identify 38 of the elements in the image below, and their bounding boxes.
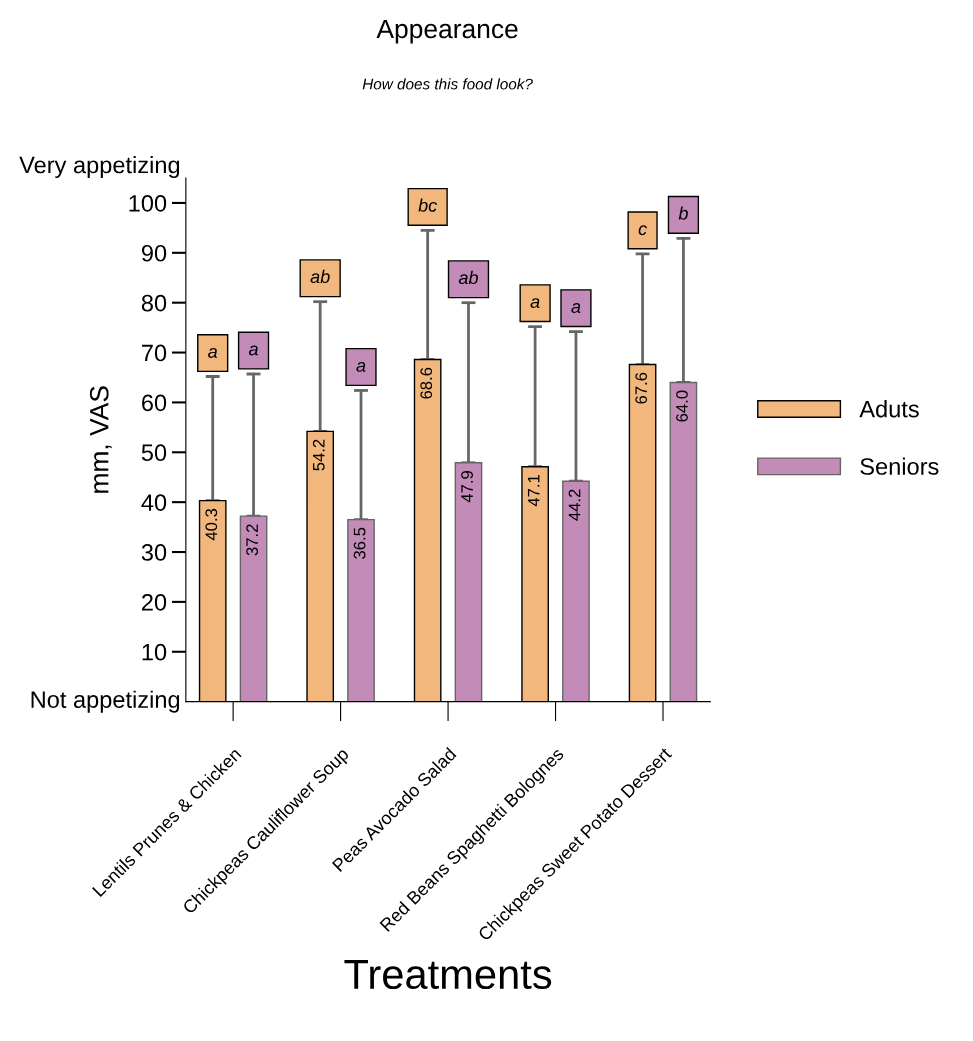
- y-tick-label: 20: [142, 593, 167, 611]
- y-tick-label: 80: [141, 294, 167, 312]
- data-label: 64.0: [676, 390, 688, 422]
- data-label: 68.6: [420, 367, 433, 399]
- annotation: b: [678, 206, 688, 220]
- annotation: a: [356, 361, 366, 372]
- data-label: 37.2: [246, 524, 259, 556]
- x-axis-title: Treatments: [344, 960, 552, 990]
- annotation: a: [208, 348, 218, 358]
- data-label: 40.3: [205, 508, 218, 541]
- annotation: ab: [458, 270, 478, 285]
- chart-subtitle: How does this food look?: [362, 78, 533, 90]
- data-label: 54.2: [312, 439, 325, 471]
- annotation: a: [248, 345, 258, 356]
- annotation: a: [571, 303, 581, 314]
- annotation: c: [638, 225, 647, 236]
- text: Very appetizing: [19, 156, 180, 179]
- data-label: 36.5: [353, 527, 366, 559]
- annotation: a: [530, 298, 540, 309]
- y-tick-label: 40: [141, 494, 167, 511]
- data-label: 47.9: [461, 471, 473, 503]
- legend-label: Aduts: [859, 400, 919, 418]
- legend-label: Seniors: [860, 457, 939, 475]
- data-label: 47.1: [527, 475, 540, 507]
- annotation: bc: [418, 198, 437, 212]
- y-tick-label: 70: [142, 344, 167, 362]
- y-axis-title: mm, VAS: [89, 386, 112, 493]
- data-label: 44.2: [568, 489, 581, 521]
- y-tick-label: 10: [142, 643, 167, 661]
- data-label: 67.6: [635, 372, 648, 404]
- y-tick-label: 60: [142, 394, 167, 412]
- y-tick-label: 30: [141, 544, 167, 561]
- y-tick-label: 100: [129, 195, 167, 212]
- chart-title: Appearance: [376, 19, 518, 44]
- y-tick-label: 90: [141, 244, 167, 262]
- annotation: ab: [310, 269, 330, 284]
- text: Not appetizing: [31, 690, 180, 713]
- y-tick-label: 50: [141, 444, 167, 462]
